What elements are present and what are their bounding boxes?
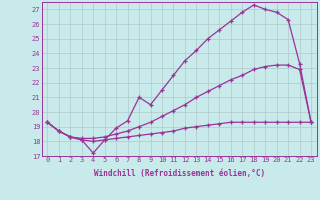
X-axis label: Windchill (Refroidissement éolien,°C): Windchill (Refroidissement éolien,°C) <box>94 169 265 178</box>
